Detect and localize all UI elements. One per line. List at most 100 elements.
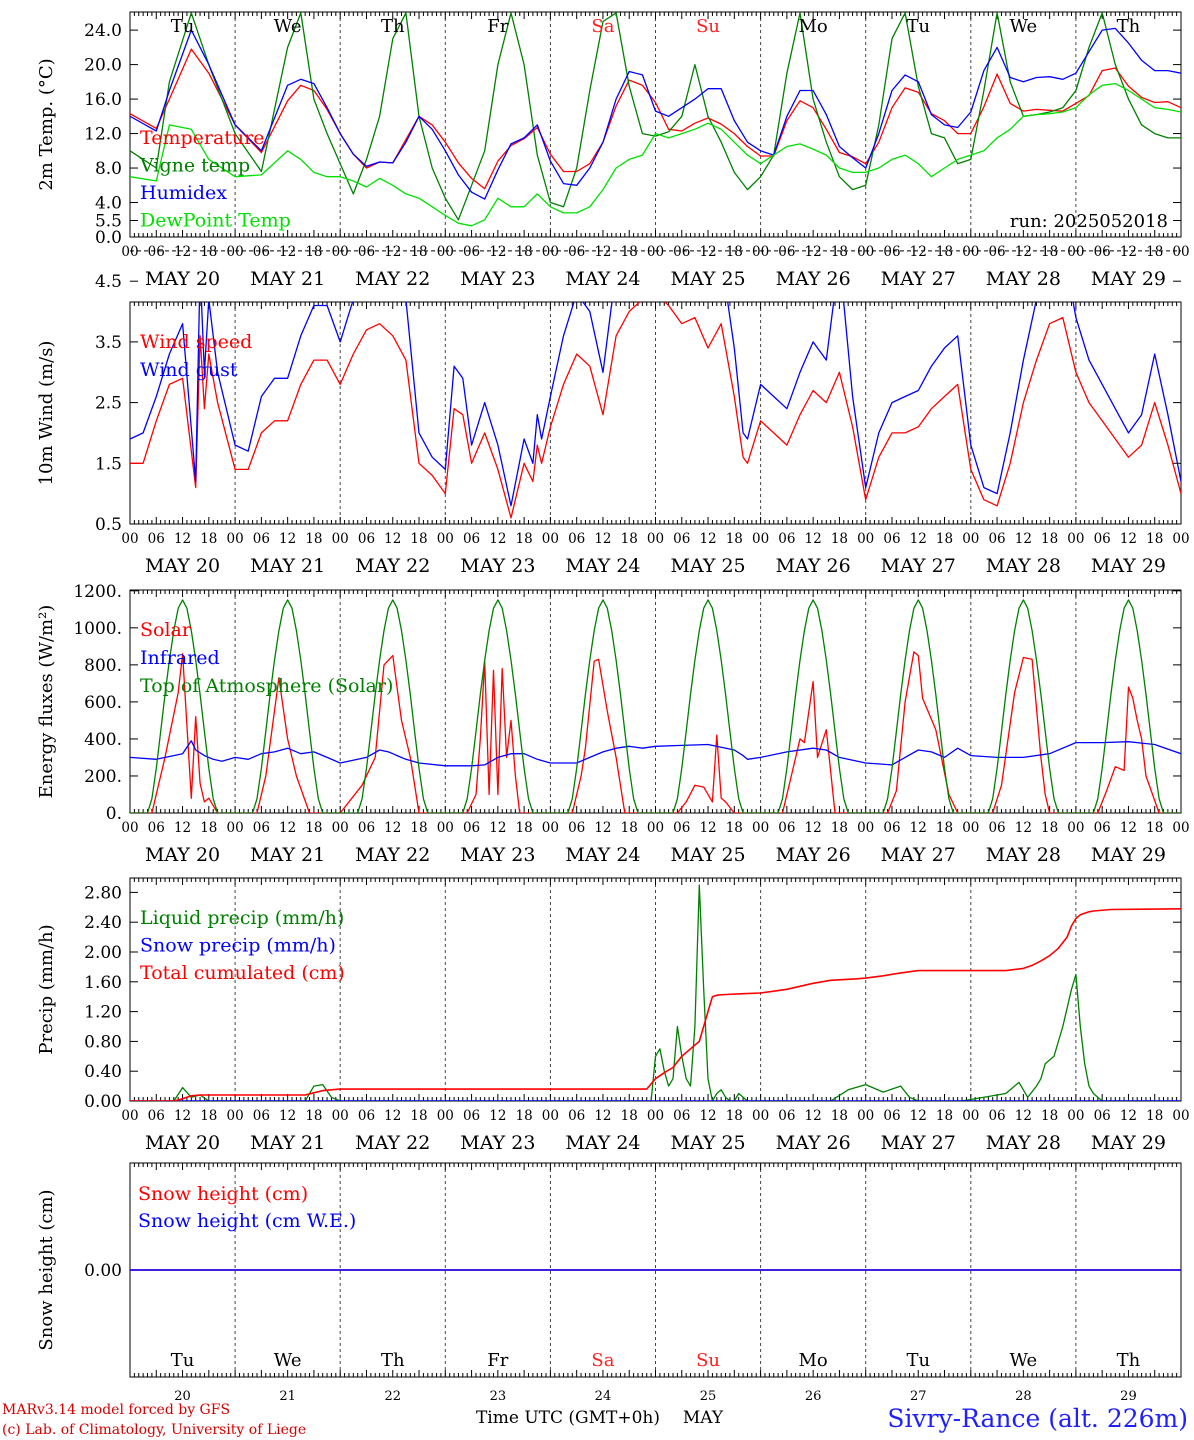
y-tick-label: 24.0	[84, 21, 122, 41]
hour-tick-label: 06	[778, 820, 795, 836]
run-annotation: run: 2025052018	[1010, 211, 1168, 232]
hour-tick-label: 18	[1041, 244, 1058, 260]
y-tick-label: 2.5	[95, 394, 122, 414]
hour-tick-label: 12	[594, 820, 611, 836]
hour-tick-label: 18	[621, 244, 638, 260]
weekday-label: Su	[696, 16, 720, 37]
y-tick-label: 1000.	[73, 619, 122, 639]
hour-tick-label: 18	[516, 244, 533, 260]
hour-tick-label: 06	[358, 531, 375, 547]
hour-tick-label: 18	[621, 531, 638, 547]
legend-entry: Vigne temp	[139, 155, 250, 177]
legend-entry: Infrared	[140, 647, 220, 669]
hour-tick-label: 00	[542, 531, 559, 547]
y-tick-label: 2.00	[84, 943, 122, 963]
hour-tick-label: 18	[516, 531, 533, 547]
day-number-label: 29	[1120, 1389, 1137, 1404]
hour-tick-label: 12	[805, 244, 822, 260]
date-label: MAY 28	[986, 555, 1061, 577]
hour-tick-label: 00	[752, 1108, 769, 1124]
hour-tick-label: 12	[1015, 531, 1032, 547]
hour-tick-label: 06	[883, 1108, 900, 1124]
y-tick-label: 12.0	[84, 125, 122, 145]
hour-tick-label: 00	[332, 1108, 349, 1124]
weekday-label: Tu	[171, 16, 195, 37]
hour-tick-label: 00	[1172, 820, 1189, 836]
hour-tick-label: 18	[621, 820, 638, 836]
weekday-label: Mo	[799, 1350, 828, 1371]
hour-tick-label: 06	[673, 531, 690, 547]
hour-tick-label: 12	[384, 244, 401, 260]
date-label: MAY 28	[986, 268, 1061, 290]
date-label: MAY 20	[145, 1132, 220, 1154]
legend-entry: Temperature	[140, 127, 264, 149]
hour-tick-label: 18	[831, 531, 848, 547]
y-tick-label: 8.0	[95, 159, 122, 179]
hour-tick-label: 18	[200, 820, 217, 836]
hour-tick-label: 06	[148, 244, 165, 260]
day-number-label: 25	[700, 1389, 717, 1404]
hour-tick-label: 00	[227, 1108, 244, 1124]
hour-tick-label: 12	[699, 1108, 716, 1124]
weekday-label: Sa	[591, 1350, 614, 1371]
hour-tick-label: 06	[568, 820, 585, 836]
hour-tick-label: 00	[1067, 531, 1084, 547]
x-axis-month: MAY	[683, 1408, 724, 1428]
y-tick-label: 0.80	[84, 1032, 122, 1052]
hour-tick-label: 00	[1172, 244, 1189, 260]
hour-tick-label: 06	[253, 244, 270, 260]
hour-tick-label: 00	[647, 1108, 664, 1124]
y-tick-label: 4.5	[95, 272, 122, 292]
date-label: MAY 26	[776, 1132, 851, 1154]
hour-tick-label: 00	[647, 820, 664, 836]
date-label: MAY 29	[1091, 844, 1166, 866]
hour-tick-label: 00	[857, 244, 874, 260]
hour-tick-label: 18	[410, 244, 427, 260]
legend-entry: Snow precip (mm/h)	[140, 935, 336, 957]
hour-tick-label: 12	[1015, 244, 1032, 260]
legend-entry: Total cumulated (cm)	[140, 962, 345, 984]
hour-tick-label: 00	[647, 531, 664, 547]
date-label: MAY 25	[670, 268, 745, 290]
hour-tick-label: 00	[752, 531, 769, 547]
hour-tick-label: 06	[358, 820, 375, 836]
hour-tick-label: 12	[910, 531, 927, 547]
legend-entry: Snow height (cm W.E.)	[138, 1210, 356, 1232]
hour-tick-label: 18	[1041, 531, 1058, 547]
x-axis-label: Time UTC (GMT+0h)	[476, 1408, 660, 1428]
hour-tick-label: 18	[621, 1108, 638, 1124]
hour-tick-label: 18	[516, 820, 533, 836]
hour-tick-label: 00	[857, 820, 874, 836]
hour-tick-label: 18	[305, 244, 322, 260]
panel-5: 0.00 Snow height (cm) Snow height (cm) Snow…	[36, 1162, 1182, 1404]
day-number-label: 26	[805, 1389, 822, 1404]
hour-tick-label: 12	[279, 244, 296, 260]
hour-tick-label: 06	[463, 1108, 480, 1124]
hour-tick-label: 00	[332, 244, 349, 260]
hour-tick-label: 00	[437, 1108, 454, 1124]
date-label: MAY 27	[881, 844, 956, 866]
hour-tick-label: 00	[857, 1108, 874, 1124]
y-tick-label: 0.00	[84, 1092, 122, 1112]
date-label: MAY 26	[776, 555, 851, 577]
weekday-label: Th	[381, 1350, 405, 1371]
hour-tick-label: 18	[831, 244, 848, 260]
date-label: MAY 23	[460, 844, 535, 866]
y-tick-label: 800.	[84, 656, 122, 676]
date-label: MAY 28	[986, 844, 1061, 866]
date-label: MAY 20	[145, 844, 220, 866]
hour-tick-label: 12	[384, 820, 401, 836]
date-label: MAY 28	[986, 1132, 1061, 1154]
hour-tick-label: 00	[121, 531, 138, 547]
hour-tick-label: 12	[489, 1108, 506, 1124]
hour-tick-label: 06	[778, 244, 795, 260]
hour-tick-label: 12	[805, 1108, 822, 1124]
hour-tick-label: 06	[988, 531, 1005, 547]
day-number-label: 21	[279, 1389, 296, 1404]
date-label: MAY 20	[145, 268, 220, 290]
hour-tick-label: 18	[726, 531, 743, 547]
y-axis-label: Snow height (cm)	[36, 1189, 57, 1350]
date-label: MAY 24	[565, 1132, 640, 1154]
hour-tick-label: 18	[200, 1108, 217, 1124]
hour-tick-label: 00	[332, 531, 349, 547]
